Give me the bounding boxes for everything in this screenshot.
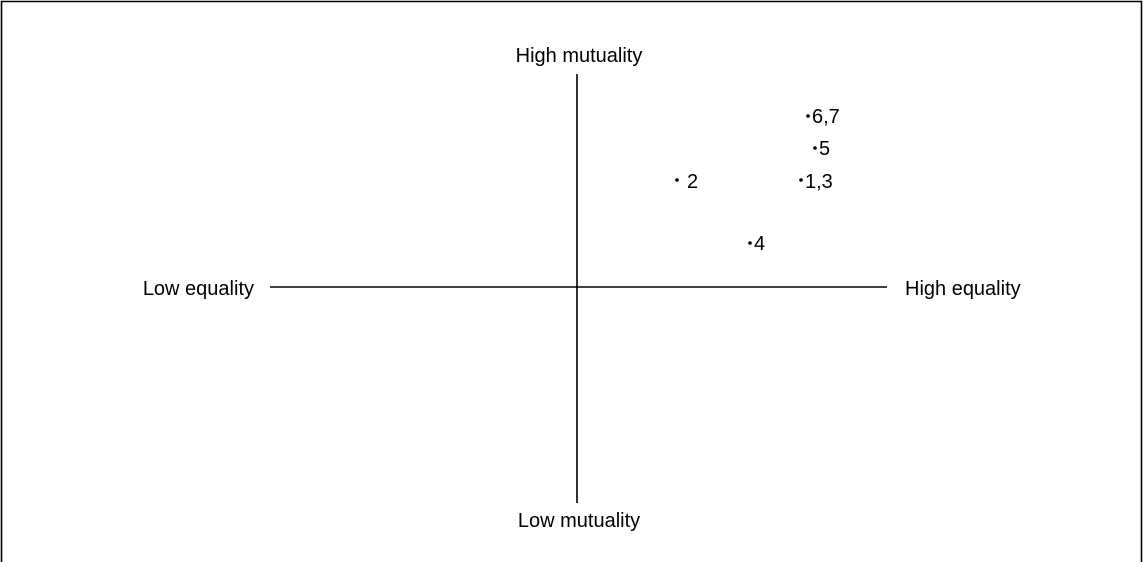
axis-label-low-equality: Low equality (143, 278, 254, 300)
point-label: 2 (687, 171, 698, 193)
point-dot (675, 178, 679, 182)
point-5: 5 (813, 138, 830, 160)
point-label: 6,7 (812, 106, 840, 128)
point-1-3: 1,3 (799, 171, 833, 193)
point-label: 4 (754, 233, 765, 255)
point-2: 2 (675, 171, 698, 193)
axis-label-low-mutuality: Low mutuality (518, 510, 640, 532)
point-6-7: 6,7 (806, 106, 840, 128)
axis-label-high-mutuality: High mutuality (516, 45, 643, 67)
point-label: 5 (819, 138, 830, 160)
axis-label-high-equality: High equality (905, 278, 1021, 300)
point-dot (748, 241, 752, 245)
point-dot (799, 178, 803, 182)
point-dot (806, 114, 810, 118)
point-dot (813, 146, 817, 150)
point-4: 4 (748, 233, 765, 255)
point-label: 1,3 (805, 171, 833, 193)
